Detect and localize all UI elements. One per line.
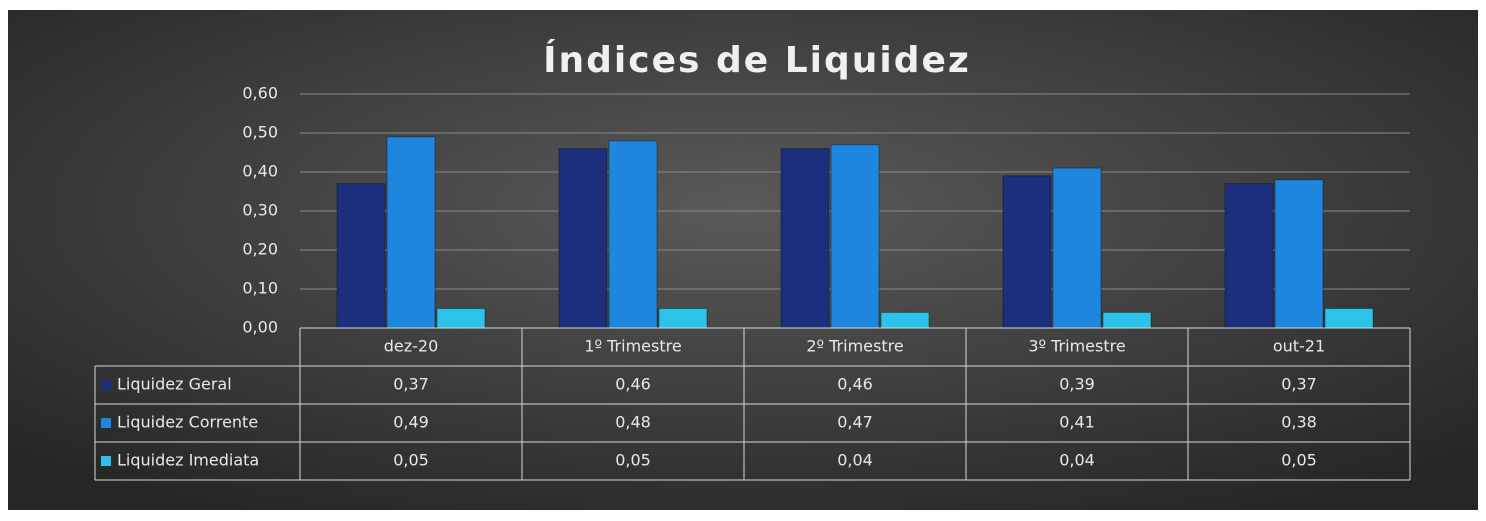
legend-key <box>101 456 111 466</box>
y-tick-label: 0,10 <box>242 279 278 298</box>
chart-title: Índices de Liquidez <box>543 39 971 81</box>
table-value: 0,46 <box>615 375 651 394</box>
bar <box>1052 167 1102 329</box>
x-tick-label: out-21 <box>1273 337 1325 356</box>
y-tick-label: 0,40 <box>242 162 278 181</box>
legend-label: Liquidez Corrente <box>117 413 258 432</box>
table-value: 0,37 <box>393 375 429 394</box>
table-value: 0,05 <box>615 451 651 470</box>
table-value: 0,04 <box>1059 451 1095 470</box>
x-tick-label: 1º Trimestre <box>584 337 681 356</box>
bar <box>558 148 608 329</box>
bar <box>1002 175 1052 329</box>
table-value: 0,47 <box>837 413 873 432</box>
bar <box>658 308 708 329</box>
table-value: 0,46 <box>837 375 873 394</box>
y-tick-label: 0,50 <box>242 123 278 142</box>
table-value: 0,05 <box>1281 451 1317 470</box>
legend-label: Liquidez Imediata <box>117 451 259 470</box>
table-value: 0,37 <box>1281 375 1317 394</box>
bar <box>1102 311 1152 329</box>
table-value: 0,39 <box>1059 375 1095 394</box>
bar <box>880 311 930 329</box>
table-value: 0,04 <box>837 451 873 470</box>
bar <box>830 144 880 329</box>
x-tick-label: 2º Trimestre <box>806 337 903 356</box>
bar <box>436 308 486 329</box>
bar <box>1224 183 1274 329</box>
table-value: 0,41 <box>1059 413 1095 432</box>
y-tick-label: 0,60 <box>242 84 278 103</box>
y-tick-label: 0,20 <box>242 240 278 259</box>
bar <box>336 183 386 329</box>
table-value: 0,38 <box>1281 413 1317 432</box>
table-value: 0,05 <box>393 451 429 470</box>
table-value: 0,49 <box>393 413 429 432</box>
legend-key <box>101 418 111 428</box>
x-tick-label: dez-20 <box>384 337 439 356</box>
x-tick-label: 3º Trimestre <box>1028 337 1125 356</box>
bar <box>386 136 436 329</box>
bar <box>1324 308 1374 329</box>
bar <box>608 140 658 329</box>
legend-label: Liquidez Geral <box>117 375 232 394</box>
bar <box>780 148 830 329</box>
table-value: 0,48 <box>615 413 651 432</box>
bar <box>1274 179 1324 329</box>
legend-key <box>101 380 111 390</box>
y-tick-label: 0,30 <box>242 201 278 220</box>
y-tick-label: 0,00 <box>242 318 278 337</box>
